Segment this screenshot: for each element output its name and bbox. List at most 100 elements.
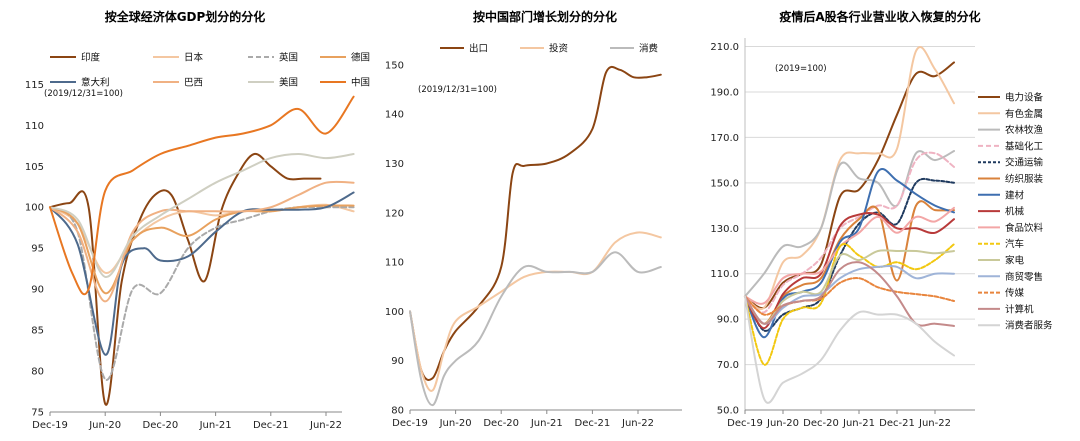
series-line: [409, 231, 662, 392]
x-tick-label: Dec-21: [253, 420, 289, 431]
x-tick-label: Jun-21: [842, 418, 875, 429]
series-line: [49, 95, 355, 296]
legend-label: 意大利: [81, 77, 110, 89]
y-tick-label: 90: [391, 356, 404, 367]
y-tick-label: 80: [391, 406, 404, 417]
y-tick-label: 70.0: [717, 360, 739, 371]
legend-label: 建材: [1005, 189, 1025, 201]
y-tick-label: 115: [25, 80, 44, 91]
y-tick-label: 190.0: [710, 87, 739, 98]
x-tick-label: Dec-21: [575, 418, 611, 429]
series-line: [744, 212, 955, 330]
series-line: [409, 65, 662, 381]
legend-label: 计算机: [1005, 303, 1034, 315]
y-tick-label: 150: [385, 60, 404, 71]
legend-label: 出口: [469, 43, 488, 55]
legend-label: 日本: [184, 52, 204, 64]
y-tick-label: 50.0: [717, 406, 739, 417]
y-tick-label: 150.0: [710, 178, 739, 189]
legend-label: 机械: [1005, 206, 1025, 218]
x-tick-label: Jun-21: [530, 418, 563, 429]
legend-label: 中国: [351, 77, 370, 89]
series-line: [409, 251, 662, 407]
x-tick-label: Jun-22: [309, 420, 342, 431]
series-line: [744, 206, 955, 305]
legend-label: 德国: [351, 52, 370, 64]
y-tick-label: 170.0: [710, 133, 739, 144]
series-line: [744, 177, 955, 332]
panel-ashare: 疫情后A股各行业营业收入恢复的分化 (2019=100) 50.0 70.0 90.…: [710, 9, 1053, 429]
legend-label: 传媒: [1005, 287, 1025, 299]
legend-label: 基础化工: [1005, 140, 1044, 152]
x-tick-label: Dec-20: [803, 418, 839, 429]
y-tick-label: 85: [31, 326, 44, 337]
series-line: [744, 61, 955, 310]
y-tick-label: 75: [31, 408, 44, 419]
series-line: [744, 150, 955, 298]
chart-title-ashare: 疫情后A股各行业营业收入恢复的分化: [779, 9, 980, 24]
note-ashare: (2019=100): [775, 64, 827, 74]
series-line: [49, 152, 322, 406]
y-tick-label: 120: [385, 208, 404, 219]
legend-label: 投资: [549, 43, 569, 55]
x-tick-label: Dec-20: [483, 418, 519, 429]
series-line: [744, 264, 955, 325]
x-tick-label: Jun-22: [621, 418, 654, 429]
x-tick-label: Jun-20: [88, 420, 121, 431]
y-tick-label: 130: [385, 159, 404, 170]
legend-label: 印度: [81, 52, 101, 64]
series-line: [49, 180, 355, 303]
y-tick-label: 90: [31, 285, 44, 296]
series-line: [49, 152, 355, 278]
x-tick-label: Jun-21: [199, 420, 232, 431]
y-tick-label: 90.0: [717, 315, 739, 326]
legend-label: 家电: [1005, 255, 1025, 267]
series-line: [744, 249, 955, 325]
y-tick-label: 130.0: [710, 224, 739, 235]
x-tick-label: Jun-20: [766, 418, 799, 429]
y-tick-label: 105: [25, 162, 44, 173]
x-tick-label: Dec-19: [32, 420, 68, 431]
chart-title-gdp: 按全球经济体GDP划分的分化: [105, 9, 266, 24]
y-tick-label: 110: [25, 121, 44, 132]
series-line: [744, 243, 955, 366]
legend-label: 美国: [279, 77, 298, 89]
series-line: [744, 295, 955, 404]
y-tick-label: 140: [385, 110, 404, 121]
series-line: [49, 204, 355, 295]
series-line: [744, 151, 955, 314]
legend-label: 食品饮料: [1005, 222, 1044, 234]
y-tick-label: 95: [31, 244, 44, 255]
y-tick-label: 110: [385, 258, 404, 269]
panel-china-sector: 按中国部门增长划分的分化 (2019/12/31=100) 80 90 100 110…: [385, 9, 682, 429]
chart-title-china: 按中国部门增长划分的分化: [473, 9, 617, 24]
panel-gdp: 按全球经济体GDP划分的分化 (2019/12/31=100) 75 80 85 90…: [25, 9, 370, 431]
series-line: [744, 46, 955, 311]
legend-label: 农林牧渔: [1005, 124, 1044, 136]
legend-label: 消费者服务: [1005, 320, 1053, 332]
y-tick-label: 100: [385, 307, 404, 318]
legend-label: 有色金属: [1005, 108, 1043, 120]
y-tick-label: 80: [31, 367, 44, 378]
legend-label: 巴西: [184, 78, 203, 89]
legend-label: 纺织服装: [1005, 173, 1044, 185]
legend: 出口 投资 消费: [440, 43, 658, 55]
y-tick-label: 100: [25, 203, 44, 214]
legend-label: 消费: [639, 43, 658, 55]
x-tick-label: Dec-19: [727, 418, 763, 429]
x-tick-label: Jun-22: [918, 418, 951, 429]
legend-label: 交通运输: [1005, 157, 1044, 169]
y-tick-label: 110.0: [710, 269, 739, 280]
y-tick-label: 210.0: [710, 42, 739, 53]
series-line: [744, 200, 955, 325]
legend-label: 电力设备: [1005, 92, 1044, 104]
series-line: [744, 277, 955, 316]
x-tick-label: Dec-19: [392, 418, 428, 429]
legend-label: 英国: [279, 52, 298, 64]
legend-label: 汽车: [1005, 238, 1024, 250]
x-tick-label: Jun-20: [439, 418, 472, 429]
legend-label: 商贸零售: [1005, 271, 1043, 283]
